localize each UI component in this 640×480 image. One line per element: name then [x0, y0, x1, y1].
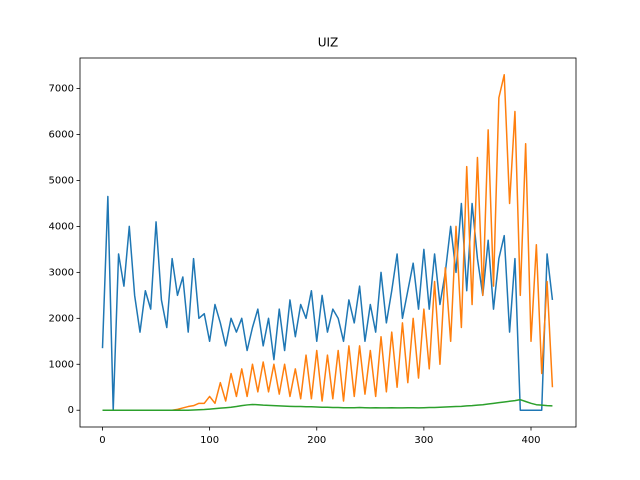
x-tick-label: 100 [200, 435, 219, 446]
y-tick-label: 7000 [49, 84, 74, 95]
line-series [102, 398, 553, 411]
x-tick-label: 200 [307, 435, 326, 446]
y-tick-label: 6000 [49, 130, 74, 141]
y-tick-label: 0 [68, 405, 74, 416]
chart-title: UIZ [318, 36, 339, 50]
line-series [101, 195, 554, 411]
x-tick-label: 400 [521, 435, 540, 446]
plot-frame [79, 57, 577, 428]
y-tick-label: 5000 [49, 175, 74, 186]
x-tick-label: 0 [99, 435, 105, 446]
y-tick-label: 1000 [49, 359, 74, 370]
y-tick-label: 2000 [49, 313, 74, 324]
y-tick-label: 3000 [49, 267, 74, 278]
x-tick-label: 300 [414, 435, 433, 446]
y-tick-label: 4000 [49, 221, 74, 232]
line-series [102, 74, 554, 411]
